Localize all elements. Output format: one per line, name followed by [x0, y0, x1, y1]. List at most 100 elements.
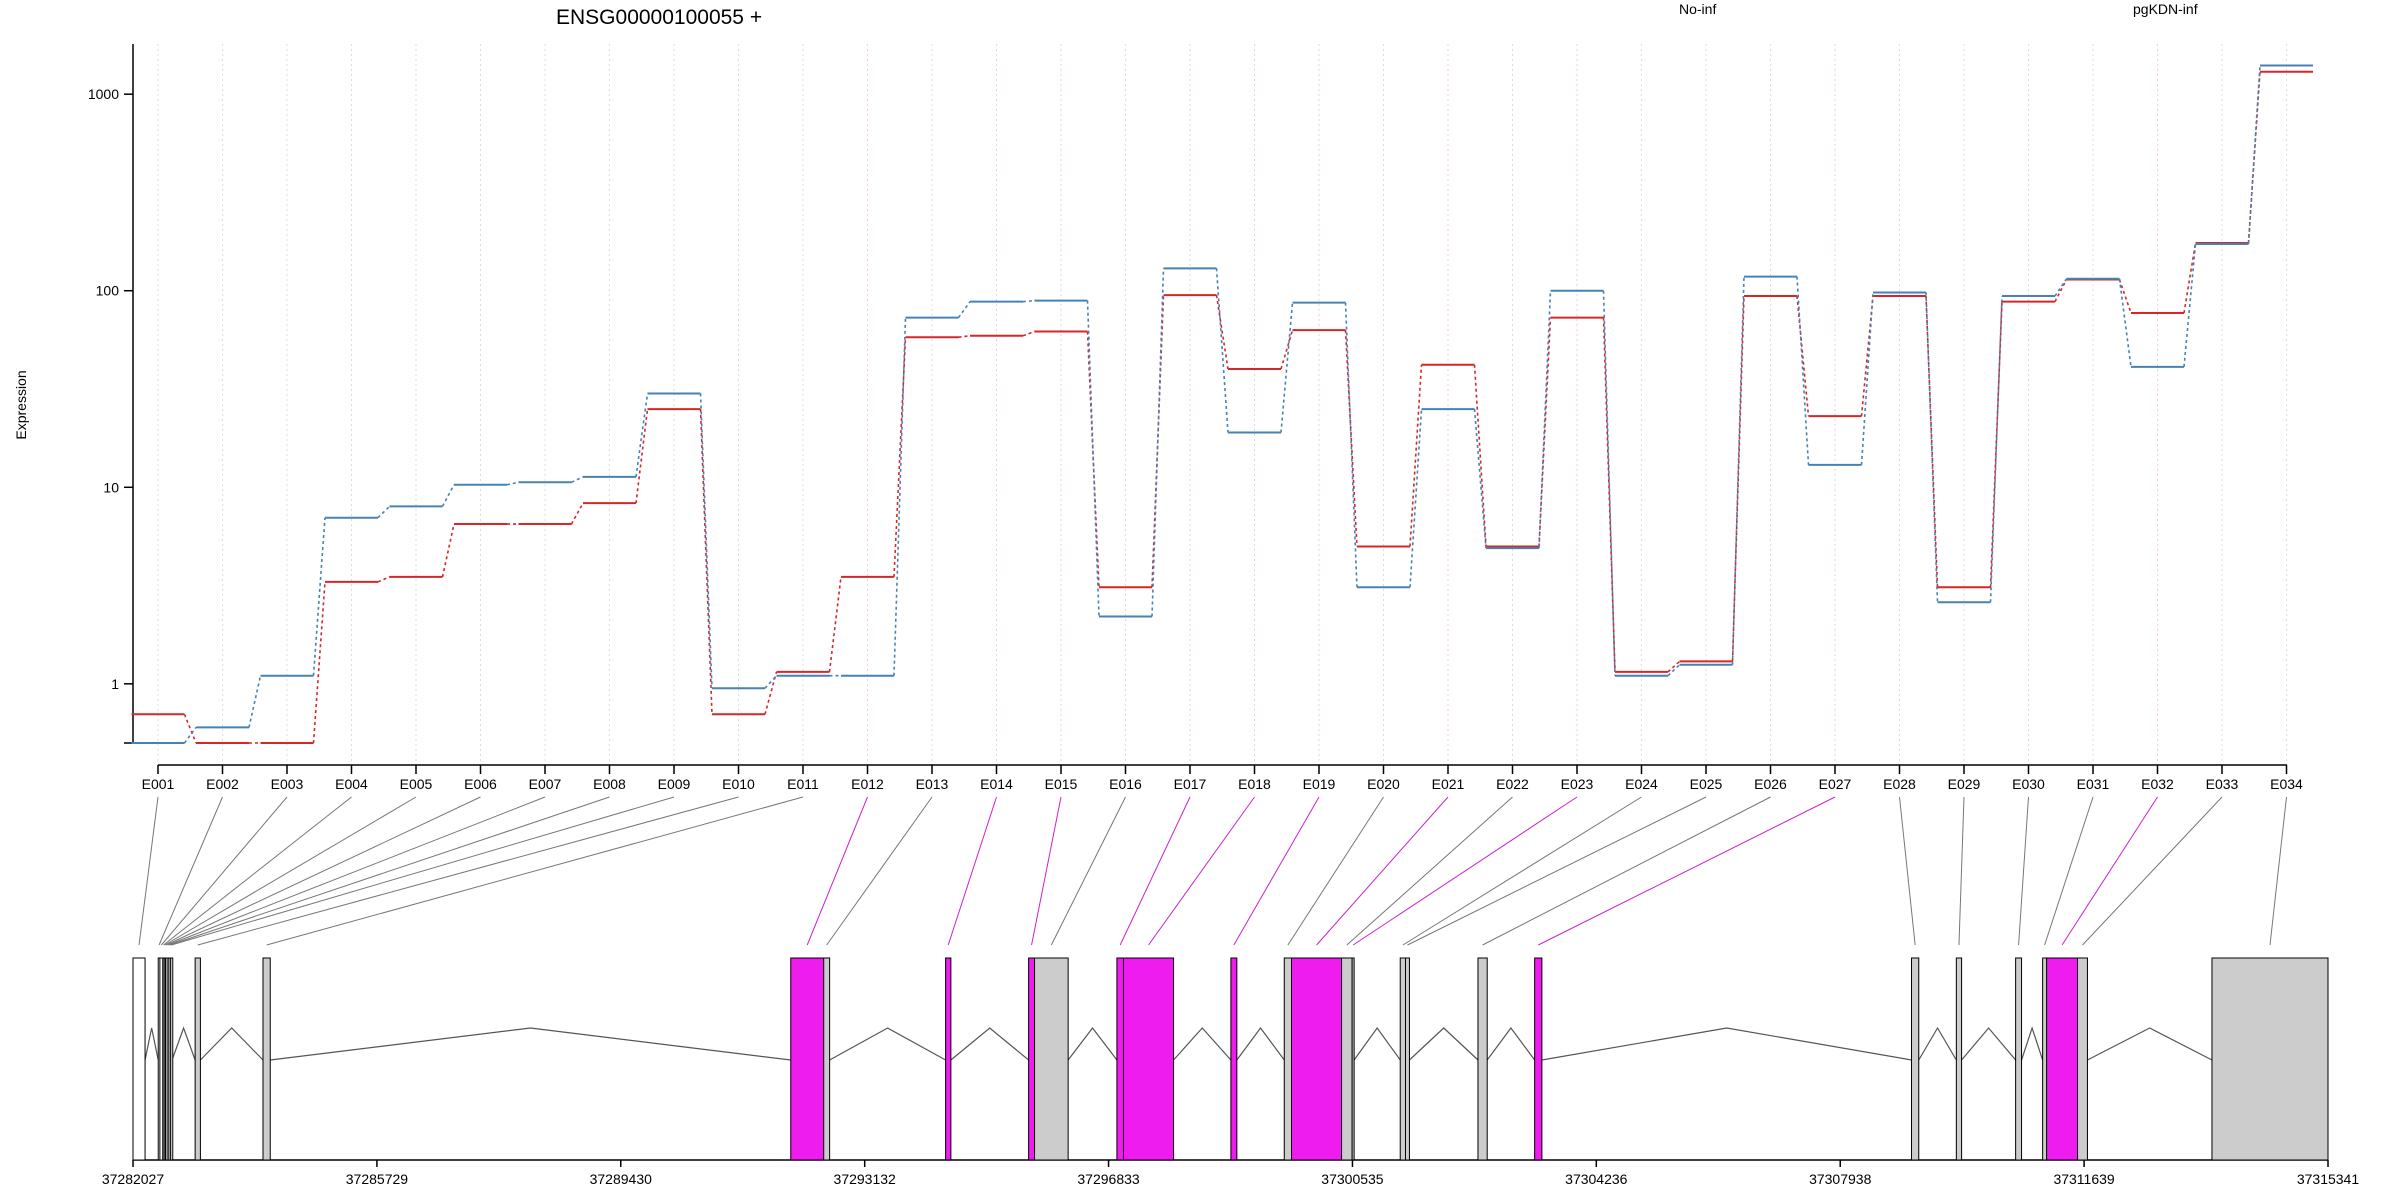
intron-line — [2087, 1027, 2213, 1061]
series-pgkdn-inf-connector — [441, 484, 455, 507]
series-pgkdn-inf-connector — [1215, 268, 1229, 433]
x-tick-label: E019 — [1303, 776, 1336, 792]
x-tick-label: E005 — [400, 776, 433, 792]
series-lines — [131, 64, 2313, 744]
x-tick-label: E004 — [335, 776, 368, 792]
exon-connector — [2082, 796, 2223, 946]
series-pgkdn-inf-connector — [1538, 290, 1552, 549]
intron-line — [270, 1027, 791, 1061]
exon-connector — [1407, 796, 1707, 946]
series-pgkdn-inf-connector — [312, 517, 326, 676]
series-pgkdn-inf-connector — [2183, 243, 2197, 367]
series-pgkdn-inf-connector — [635, 393, 649, 477]
exon-connector — [1482, 796, 1771, 946]
exon-box — [1351, 957, 1355, 1161]
exon-connector — [266, 796, 804, 946]
exon-connector — [160, 796, 288, 946]
x-tick-label: E024 — [1625, 776, 1658, 792]
exon-connector — [1346, 796, 1513, 946]
x-tick-label: E018 — [1238, 776, 1271, 792]
series-no-inf-connector — [377, 576, 390, 583]
series-no-inf-connector — [958, 334, 971, 339]
exon-box — [2042, 957, 2048, 1161]
exon-connector — [167, 796, 546, 946]
exon-box — [1341, 957, 1353, 1161]
exon-box — [194, 957, 201, 1161]
series-no-inf-connector — [1925, 295, 1939, 588]
intron-line — [1409, 1027, 1479, 1061]
exon-connector — [163, 796, 352, 946]
exon-box — [2015, 957, 2023, 1161]
legend-pgkdn-inf: pgKDN-inf — [2133, 1, 2198, 17]
exon-box — [1399, 957, 1406, 1161]
exon-box — [1122, 957, 1175, 1161]
x-tick-label: E026 — [1754, 776, 1787, 792]
intron-line — [1173, 1027, 1232, 1061]
x-tick-label: E029 — [1948, 776, 1981, 792]
series-no-inf-connector — [570, 502, 584, 525]
x-tick-label: E021 — [1432, 776, 1465, 792]
exon-box — [945, 957, 952, 1161]
genomic-coordinate-ticks: 37282027 37285729 37289430 37293132 37296833… — [102, 1160, 2360, 1187]
series-no-inf-connector — [1667, 660, 1681, 673]
exon-connector — [2044, 796, 2094, 946]
x-tick-label: E034 — [2270, 776, 2303, 792]
intron-line — [1236, 1026, 1285, 1061]
exon-connector — [197, 796, 739, 946]
series-pgkdn-inf-connector — [1860, 292, 1874, 465]
vertical-gridlines — [157, 44, 2287, 765]
coordinate-tick-label: 37296833 — [1077, 1171, 1140, 1187]
series-pgkdn-inf-connector — [1473, 408, 1487, 549]
series-no-inf-connector — [764, 671, 778, 715]
y-tick-label: 100 — [96, 283, 120, 299]
x-tick-label: E031 — [2077, 776, 2110, 792]
exon-box — [2211, 957, 2329, 1161]
series-pgkdn-inf-connector — [699, 393, 713, 689]
coordinate-tick-label: 37307938 — [1809, 1171, 1872, 1187]
series-pgkdn-inf-connector — [506, 481, 519, 486]
exon-connector — [2018, 796, 2029, 946]
y-axis-label: Expression — [13, 370, 29, 439]
exon-box — [1283, 957, 1293, 1161]
coordinate-tick-label: 37304236 — [1565, 1171, 1628, 1187]
exon-connector — [1538, 796, 1836, 946]
intron-line — [1961, 1027, 2017, 1061]
x-tick-label: E013 — [916, 776, 949, 792]
series-pgkdn-inf-connector — [183, 726, 197, 744]
exon-box — [823, 957, 831, 1161]
x-tick-label: E025 — [1690, 776, 1723, 792]
x-tick-label: E027 — [1819, 776, 1852, 792]
exon-connector — [1316, 796, 1449, 946]
x-tick-label: E006 — [464, 776, 497, 792]
series-no-inf-connector — [828, 576, 842, 672]
series-pgkdn-inf-connector — [1280, 302, 1294, 433]
x-tick-label: E015 — [1045, 776, 1078, 792]
x-tick-label: E010 — [722, 776, 755, 792]
exon-box — [1230, 957, 1238, 1161]
coordinate-tick-label: 37315341 — [2297, 1171, 2360, 1187]
exon-connector — [1119, 796, 1191, 946]
exon-box — [1028, 957, 1036, 1161]
exon-box — [1955, 957, 1963, 1161]
coordinate-tick-label: 37285729 — [346, 1171, 409, 1187]
series-pgkdn-inf-connector — [1022, 299, 1035, 303]
coordinate-tick-label: 37293132 — [834, 1171, 897, 1187]
series-pgkdn-inf-connector — [1602, 290, 1616, 676]
series-pgkdn-inf-connector — [2118, 278, 2132, 367]
x-tick-label: E020 — [1367, 776, 1400, 792]
exon-box — [790, 957, 825, 1161]
x-tick-label: E014 — [980, 776, 1013, 792]
series-no-inf-connector — [1409, 364, 1423, 547]
x-tick-label: E012 — [851, 776, 884, 792]
y-axis-ticks: 1 10 100 1000 — [88, 86, 133, 744]
series-no-inf-connector — [441, 523, 455, 578]
intron-line — [171, 1026, 196, 1061]
exon-box — [1911, 957, 1920, 1161]
series-no-inf-connector — [635, 408, 649, 504]
exon-connector — [826, 796, 933, 946]
series-no-inf-connector — [2054, 279, 2068, 303]
series-pgkdn-inf-connector — [248, 675, 262, 728]
exon-box — [1034, 957, 1069, 1161]
exon-box — [1477, 957, 1488, 1161]
intron-line — [1918, 1026, 1957, 1061]
